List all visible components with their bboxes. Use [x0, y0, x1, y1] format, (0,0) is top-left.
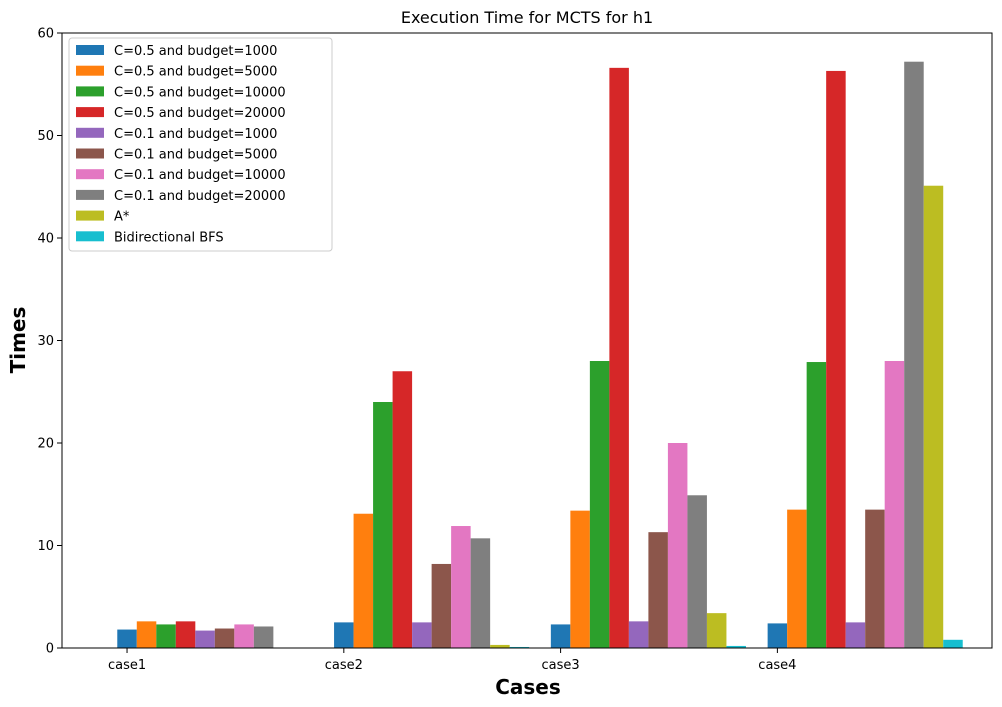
bar-case2-series-4 — [412, 622, 432, 649]
legend-swatch — [76, 148, 104, 159]
y-axis-label: Times — [6, 307, 30, 374]
bar-case3-series-5 — [648, 532, 668, 648]
bar-case4-series-0 — [767, 623, 788, 648]
legend-swatch — [76, 65, 104, 76]
bar-case3-series-2 — [589, 361, 610, 648]
legend-swatch — [76, 127, 104, 138]
bar-case4-series-1 — [787, 509, 807, 649]
legend-frame — [68, 37, 333, 252]
x-tick-label: case3 — [542, 658, 580, 673]
y-tick-label: 20 — [37, 437, 54, 452]
bar-case1-series-7 — [253, 626, 274, 648]
bar-case3-series-0 — [550, 624, 571, 648]
y-tick-label: 40 — [37, 232, 54, 247]
bar-case3-series-3 — [609, 67, 629, 649]
bar-case3-series-9 — [726, 645, 746, 648]
bar-case4-series-8 — [923, 185, 944, 648]
legend-entry-label: C=0.5 and budget=10000 — [114, 85, 286, 100]
chart-title: Execution Time for MCTS for h1 — [401, 8, 653, 27]
legend-swatch — [76, 210, 104, 221]
y-tick-label: 0 — [46, 642, 54, 657]
x-tick-label: case1 — [108, 658, 146, 673]
legend-entry-label: C=0.5 and budget=5000 — [114, 65, 277, 80]
bar-case3-series-6 — [667, 443, 688, 648]
bar-case2-series-9 — [509, 646, 530, 648]
bar-case1-series-2 — [156, 624, 176, 648]
legend-swatch — [76, 45, 104, 55]
legend-swatch — [76, 107, 104, 118]
bar-case4-series-7 — [904, 61, 924, 648]
legend-entry-label: Bidirectional BFS — [114, 230, 224, 245]
legend-entry-label: C=0.1 and budget=20000 — [114, 189, 286, 204]
x-tick-label: case2 — [325, 658, 363, 673]
legend-entry-label: A* — [114, 210, 130, 225]
y-tick-label: 30 — [37, 334, 54, 349]
bar-case2-series-0 — [334, 622, 354, 649]
bar-case1-series-4 — [195, 630, 215, 648]
bar-case1-series-0 — [117, 629, 137, 648]
legend-swatch — [76, 231, 104, 242]
bar-case2-series-8 — [490, 644, 510, 648]
x-axis-ticks: case1 case2 case3 case4 — [108, 648, 796, 673]
bar-case3-series-4 — [628, 621, 649, 648]
legend-swatch — [76, 86, 104, 97]
legend-swatch — [76, 169, 104, 180]
bar-case3-series-1 — [570, 510, 590, 648]
bar-case4-series-4 — [845, 622, 866, 649]
bar-case1-series-5 — [214, 628, 235, 648]
y-tick-label: 50 — [37, 129, 54, 144]
bars-group — [117, 61, 963, 649]
bar-case1-series-1 — [136, 621, 157, 648]
bar-case3-series-8 — [706, 613, 727, 648]
bar-case4-series-5 — [865, 509, 885, 649]
bar-case1-series-6 — [234, 624, 254, 648]
bar-case2-series-5 — [431, 563, 452, 648]
bar-case3-series-7 — [687, 495, 707, 648]
bar-case4-series-3 — [826, 70, 846, 649]
y-axis-ticks: 0 10 20 30 40 50 60 — [37, 27, 62, 657]
bar-case4-series-9 — [943, 639, 963, 648]
bar-case2-series-3 — [392, 371, 413, 648]
x-axis-label: Cases — [495, 675, 561, 699]
bar-case4-series-6 — [884, 361, 905, 648]
bar-case2-series-7 — [470, 538, 491, 648]
legend-entry-label: C=0.1 and budget=1000 — [114, 127, 277, 142]
bar-case2-series-1 — [353, 513, 374, 648]
bar-case2-series-6 — [451, 526, 471, 648]
x-tick-label: case4 — [758, 658, 796, 673]
legend-entry-label: C=0.1 and budget=10000 — [114, 168, 286, 183]
legend: C=0.5 and budget=1000 C=0.5 and budget=50… — [68, 37, 333, 252]
bar-case1-series-3 — [175, 621, 196, 648]
bar-case4-series-2 — [806, 362, 827, 648]
legend-entry-label: C=0.5 and budget=20000 — [114, 106, 286, 121]
legend-swatch — [76, 189, 104, 200]
y-tick-label: 60 — [37, 27, 54, 42]
bar-case2-series-2 — [373, 402, 393, 648]
legend-entry-label: C=0.5 and budget=1000 — [114, 44, 277, 59]
legend-entry-label: C=0.1 and budget=5000 — [114, 148, 277, 163]
y-tick-label: 10 — [37, 539, 54, 554]
